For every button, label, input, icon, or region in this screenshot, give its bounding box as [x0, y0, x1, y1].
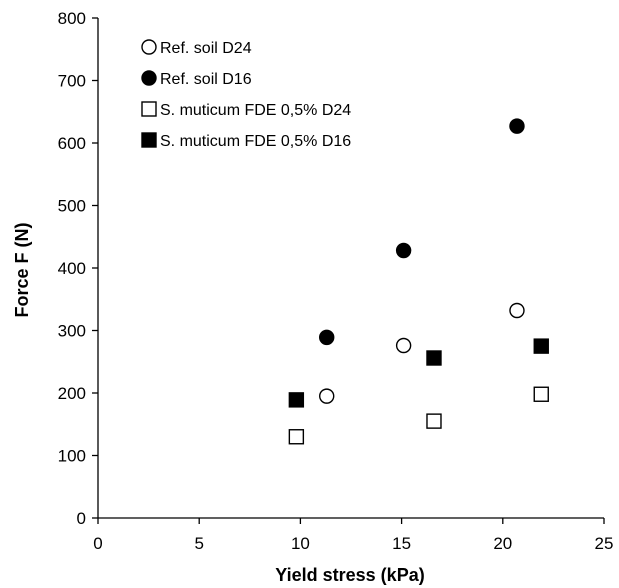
x-axis-ticks: 0 5 10 15 20 25 [93, 518, 613, 553]
data-point-series-3 [426, 413, 442, 429]
x-tick-label: 0 [93, 534, 102, 553]
data-point-series-2 [509, 118, 525, 134]
data-points [288, 118, 549, 445]
y-axis-title: Force F (N) [12, 222, 32, 317]
data-point-series-1 [509, 302, 525, 319]
legend-label-2: Ref. soil D16 [160, 71, 252, 88]
data-point-series-3 [288, 429, 305, 445]
x-tick-label: 15 [392, 534, 411, 553]
y-tick-label: 100 [58, 447, 86, 466]
y-tick-label: 600 [58, 134, 86, 153]
data-point-series-4 [533, 338, 549, 354]
x-tick-label: 10 [291, 534, 310, 553]
y-axis-ticks: 0 100 200 300 400 500 600 700 800 [58, 9, 98, 528]
legend-marker-1 [141, 39, 157, 55]
data-point-series-1 [395, 337, 412, 354]
y-tick-label: 400 [58, 259, 86, 278]
legend-marker-4 [141, 132, 157, 148]
x-tick-label: 5 [194, 534, 203, 553]
y-tick-label: 200 [58, 384, 86, 403]
data-point-series-4 [426, 350, 442, 366]
data-point-series-2 [395, 242, 412, 259]
legend-marker-2 [141, 70, 157, 86]
x-tick-label: 20 [493, 534, 512, 553]
legend: Ref. soil D24 Ref. soil D16 S. muticum FDE… [141, 39, 351, 150]
y-tick-label: 700 [58, 72, 86, 91]
y-tick-label: 0 [77, 509, 86, 528]
legend-label-1: Ref. soil D24 [160, 40, 252, 57]
y-tick-label: 800 [58, 9, 86, 28]
legend-marker-3 [141, 101, 157, 117]
y-tick-label: 500 [58, 197, 86, 216]
data-point-series-3 [533, 386, 549, 402]
data-point-series-4 [288, 392, 305, 408]
legend-label-4: S. muticum FDE 0,5% D16 [160, 133, 351, 150]
legend-label-3: S. muticum FDE 0,5% D24 [160, 102, 351, 119]
data-point-series-1 [319, 388, 335, 404]
y-tick-label: 300 [58, 322, 86, 341]
x-axis-title: Yield stress (kPa) [275, 565, 424, 585]
data-point-series-2 [319, 329, 335, 346]
x-tick-label: 25 [595, 534, 614, 553]
